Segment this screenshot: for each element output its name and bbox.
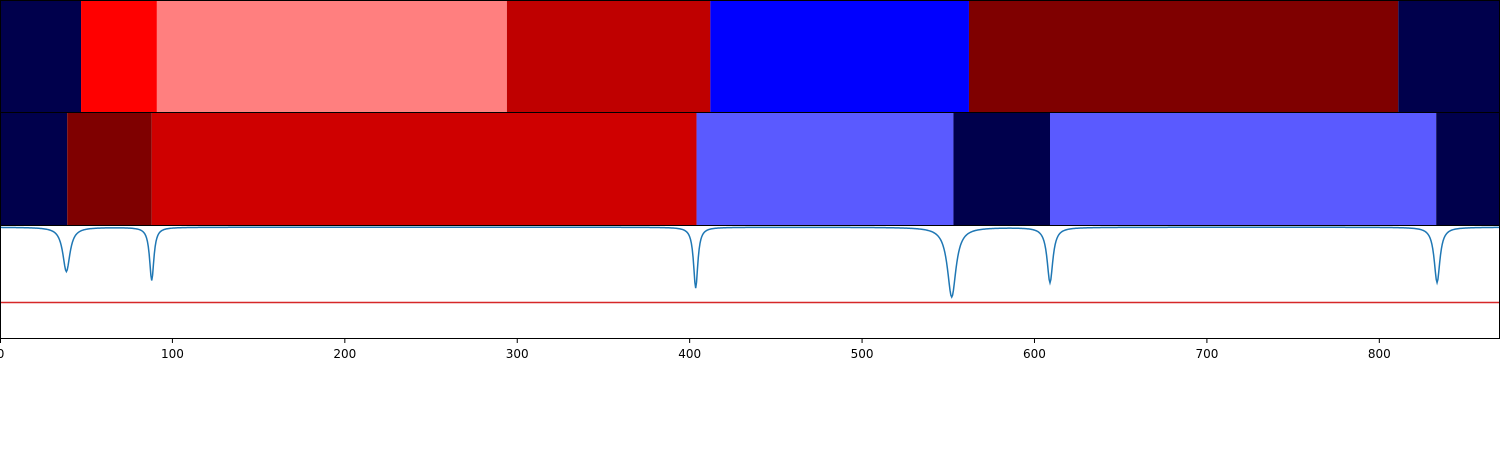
segment-top-5 — [968, 0, 1399, 113]
segment-track-top — [0, 0, 1500, 113]
segment-top-0 — [0, 0, 82, 113]
x-tick-label: 400 — [678, 347, 701, 361]
x-axis: 0 100 200 300 400 500 600 700 800 — [0, 338, 1391, 361]
segment-top-2 — [156, 0, 507, 113]
segment-bottom-0 — [0, 112, 68, 226]
segment-top-3 — [506, 0, 711, 113]
signal-line — [0, 226, 1500, 299]
x-tick-label: 700 — [1195, 347, 1218, 361]
x-tick-label: 500 — [851, 347, 874, 361]
segment-bottom-2 — [151, 112, 697, 226]
x-tick-label: 0 — [0, 347, 4, 361]
segment-track-bottom — [0, 112, 1500, 226]
signal-panel-background — [0, 225, 1500, 338]
segment-top-1 — [81, 0, 157, 113]
x-tick-label: 800 — [1368, 347, 1391, 361]
segment-top-4 — [710, 0, 969, 113]
segment-bottom-5 — [1050, 112, 1437, 226]
x-tick-label: 200 — [333, 347, 356, 361]
segment-bottom-3 — [696, 112, 954, 226]
x-tick-label: 300 — [506, 347, 529, 361]
x-tick-label: 600 — [1023, 347, 1046, 361]
segment-bottom-1 — [67, 112, 152, 226]
segment-top-6 — [1398, 0, 1500, 113]
x-tick-label: 100 — [161, 347, 184, 361]
segment-bottom-6 — [1436, 112, 1500, 226]
signal-panel — [0, 225, 1500, 338]
segment-bottom-4 — [953, 112, 1050, 226]
